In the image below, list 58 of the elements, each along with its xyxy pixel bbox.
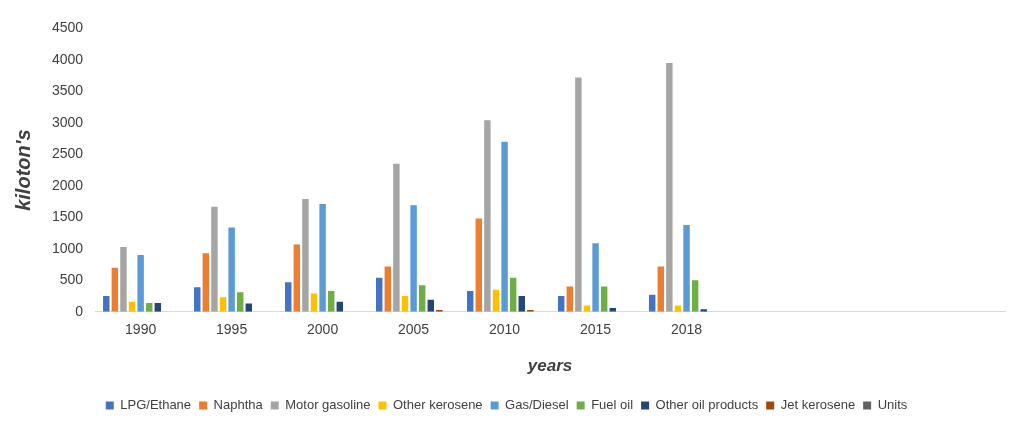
legend-label: Jet kerosene [780,397,856,413]
bar [302,199,309,312]
bar [211,206,218,312]
bar [501,141,508,312]
bar [393,163,400,312]
bar [219,297,227,312]
bar [484,120,491,312]
x-tick-label: 1990 [125,321,157,338]
y-tick-label: 500 [59,271,84,288]
x-tick-label: 2015 [579,321,612,338]
bar [376,277,383,312]
bar [691,280,699,312]
legend-label: Fuel oil [591,397,634,413]
y-tick-label: 1000 [51,239,84,256]
x-tick-label: 2010 [489,321,521,338]
legend-label: Gas/Diesel [505,397,569,413]
bar [384,266,392,312]
bar [111,267,119,312]
legend-label: Motor gasoline [285,397,371,413]
bar [202,253,210,312]
bar [293,244,301,312]
bar [120,246,127,312]
legend-label: Other kerosene [393,397,483,413]
bar [418,285,426,312]
bar [666,63,673,312]
x-tick-label: 2005 [398,321,430,338]
legend-label: LPG/Ethane [120,397,192,413]
bar [683,224,690,312]
bar [592,243,599,312]
y-axis-title: kiloton's [11,129,34,211]
legend-label: Units [877,397,908,413]
bar [236,292,244,312]
bar [285,282,292,312]
bar [194,287,201,312]
x-tick-label: 2018 [670,321,703,338]
x-tick-label: 2000 [307,321,339,338]
bar [657,266,664,312]
y-tick-label: 4500 [51,19,84,36]
bar [475,218,483,312]
y-tick-label: 2500 [51,145,84,162]
y-tick-label: 3000 [51,113,84,130]
y-tick-label: 0 [75,302,84,319]
x-tick-label: 1995 [216,321,248,338]
bar [228,227,235,312]
bar [137,255,144,312]
bar [575,77,582,312]
y-tick-label: 4000 [51,50,84,67]
y-tick-label: 3500 [51,82,84,99]
bar [319,204,326,312]
bar [327,291,335,312]
x-axis-title: years [526,356,573,376]
bar [509,277,517,312]
bar [410,205,417,312]
y-tick-label: 2000 [51,176,84,193]
y-tick-label: 1500 [51,208,84,225]
bar [466,291,474,312]
legend-label: Naphtha [213,397,264,413]
legend-label: Other oil products [655,397,759,413]
